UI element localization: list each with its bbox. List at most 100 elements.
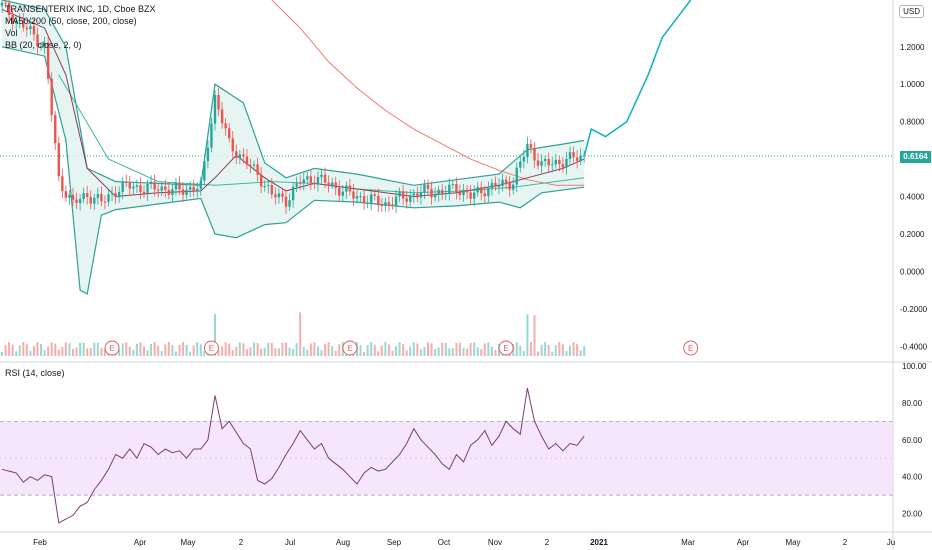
earnings-marker xyxy=(683,340,699,356)
volume-bar xyxy=(565,351,568,356)
candle-body xyxy=(579,155,582,161)
currency-badge[interactable]: USD xyxy=(899,5,924,18)
candle-body xyxy=(117,191,121,198)
volume-bar xyxy=(249,347,252,356)
candle-body xyxy=(128,183,131,189)
volume-bar xyxy=(263,347,266,356)
volume-bar xyxy=(235,346,238,356)
volume-bar xyxy=(8,342,11,356)
candle-body xyxy=(114,193,117,198)
volume-bar xyxy=(324,343,327,356)
y-tick-label: 0.0000 xyxy=(900,267,925,276)
volume-bar xyxy=(100,347,103,356)
x-tick-label: May xyxy=(785,538,800,547)
candle-body xyxy=(235,151,238,158)
candle-body xyxy=(238,154,242,158)
candle-body xyxy=(71,194,75,200)
candle-body xyxy=(355,196,359,199)
volume-bar xyxy=(306,349,309,356)
candle-body xyxy=(437,189,440,195)
x-tick-label: Apr xyxy=(134,538,147,547)
volume-bar xyxy=(398,342,401,356)
legend-ma[interactable]: MA50/200 (50, close, 200, close) xyxy=(5,16,137,26)
volume-bar xyxy=(380,345,383,356)
volume-bar xyxy=(551,351,554,356)
candle-body xyxy=(277,193,281,198)
candle-body xyxy=(561,164,565,168)
volume-bar xyxy=(561,344,564,356)
candle-body xyxy=(416,193,419,198)
volume-bar xyxy=(281,342,284,356)
volume-bar xyxy=(285,342,287,356)
candle-body xyxy=(4,2,7,4)
y-tick-label: 0.4000 xyxy=(900,193,925,202)
candle-body xyxy=(302,179,305,184)
volume-bar xyxy=(68,343,71,356)
volume-bar xyxy=(153,342,156,356)
candle-body xyxy=(54,114,57,144)
rsi-y-tick-label: 40.00 xyxy=(902,473,923,482)
earnings-marker xyxy=(342,340,358,356)
candle-body xyxy=(146,184,149,194)
projection-line xyxy=(583,0,692,157)
rsi-line xyxy=(1,387,585,524)
candle-body xyxy=(206,147,210,162)
volume-bar xyxy=(455,342,458,356)
volume-bar xyxy=(228,343,231,356)
volume-bar xyxy=(139,342,142,356)
volume-bar xyxy=(214,314,216,356)
candle-body xyxy=(89,197,92,204)
volume-bar xyxy=(533,315,536,356)
candle-body xyxy=(391,204,394,206)
volume-bar xyxy=(82,342,85,356)
volume-bar xyxy=(476,347,479,356)
volume-bar xyxy=(61,346,64,356)
volume-bar xyxy=(480,349,483,356)
y-tick-label: -0.4000 xyxy=(900,342,928,351)
volume-bar xyxy=(377,351,380,356)
candle-body xyxy=(543,158,547,161)
candle-body xyxy=(441,189,444,195)
candle-body xyxy=(455,183,458,193)
candle-body xyxy=(547,158,550,166)
candle-body xyxy=(309,176,313,183)
volume-bar xyxy=(143,346,145,356)
volume-bar xyxy=(185,344,188,356)
volume-bar xyxy=(363,351,366,356)
legend-vol[interactable]: Vol xyxy=(5,28,18,38)
candle-body xyxy=(149,181,153,185)
candle-body xyxy=(242,154,245,157)
candle-body xyxy=(405,198,408,202)
candle-body xyxy=(512,184,515,190)
candle-body xyxy=(7,2,11,15)
volume-bar xyxy=(576,344,579,356)
volume-bar xyxy=(444,342,447,356)
volume-bar xyxy=(544,342,547,356)
volume-bar xyxy=(583,346,586,356)
volume-bar xyxy=(334,350,337,356)
candle-body xyxy=(22,20,25,28)
candle-body xyxy=(458,192,462,195)
volume-bar xyxy=(189,351,192,356)
candle-body xyxy=(451,183,455,185)
earnings-marker xyxy=(498,340,514,356)
candle-body xyxy=(476,187,479,193)
candle-body xyxy=(139,185,142,193)
rsi-legend-title[interactable]: RSI (14, close) xyxy=(5,368,65,378)
candle-body xyxy=(167,189,171,195)
volume-bar xyxy=(391,350,394,356)
candle-body xyxy=(366,202,369,204)
volume-bar xyxy=(473,342,476,356)
candle-body xyxy=(409,195,412,202)
volume-bar xyxy=(270,342,273,356)
volume-bar xyxy=(267,342,270,356)
earnings-marker-label: E xyxy=(209,344,214,353)
legend-title[interactable]: TRANSENTERIX INC, 1D, Cboe BZX xyxy=(5,4,156,14)
legend-bb[interactable]: BB (20, close, 2, 0) xyxy=(5,40,82,50)
candle-body xyxy=(220,109,224,124)
candle-body xyxy=(270,185,273,195)
x-tick-label: May xyxy=(180,538,195,547)
volume-bar xyxy=(299,312,302,356)
candle-body xyxy=(551,164,554,166)
